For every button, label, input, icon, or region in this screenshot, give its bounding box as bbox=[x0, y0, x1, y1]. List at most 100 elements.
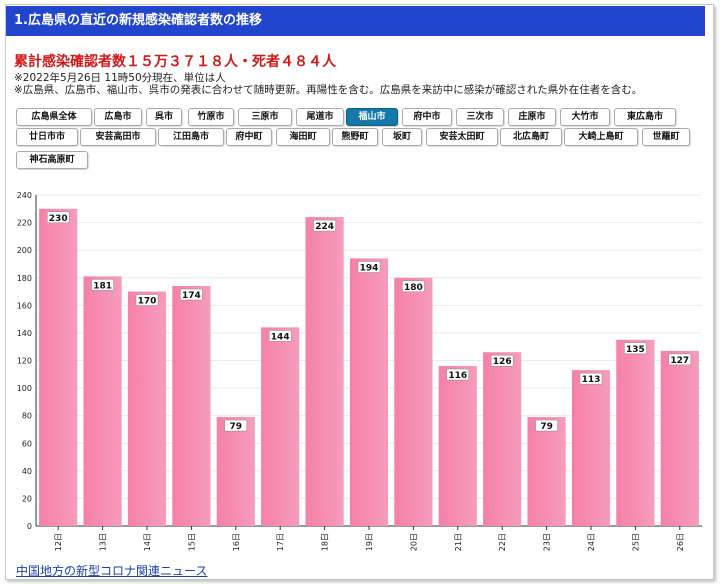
cumulative-total: 累計感染確認者数１５万３７１８人・死者４８４人 bbox=[14, 54, 336, 70]
data-label: 116 bbox=[448, 371, 467, 381]
data-label-box bbox=[180, 288, 203, 301]
area-button-15[interactable]: 府中町 bbox=[226, 128, 272, 146]
y-tick-label: 160 bbox=[17, 301, 32, 310]
area-button-18[interactable]: 坂町 bbox=[382, 128, 422, 146]
data-label-box bbox=[535, 419, 558, 432]
y-tick-label: 120 bbox=[17, 357, 32, 366]
data-label: 174 bbox=[182, 291, 201, 301]
y-tick-label: 60 bbox=[22, 439, 32, 448]
news-link[interactable]: 中国地方の新型コロナ関連ニュース bbox=[16, 564, 208, 578]
data-label: 79 bbox=[230, 422, 243, 432]
bar bbox=[261, 327, 300, 526]
area-button-5[interactable]: 尾道市 bbox=[296, 108, 344, 126]
data-label: 113 bbox=[582, 375, 601, 385]
area-button-16[interactable]: 海田町 bbox=[276, 128, 330, 146]
area-button-7[interactable]: 府中市 bbox=[402, 108, 452, 126]
bar bbox=[660, 350, 699, 526]
data-label-box bbox=[446, 368, 470, 381]
daily-cases-bar-chart: 0 20 40 60 80 100 120 140 160 180 200 220 240 230 181… bbox=[17, 191, 702, 551]
x-tick-label: 19日 bbox=[365, 533, 374, 551]
x-tick-label: 18日 bbox=[321, 533, 330, 551]
data-label-box bbox=[402, 280, 425, 292]
area-button-17[interactable]: 熊野町 bbox=[332, 128, 378, 146]
area-button-9[interactable]: 庄原市 bbox=[508, 108, 556, 126]
x-tick-label: 17日 bbox=[276, 533, 285, 551]
data-label-box bbox=[668, 353, 692, 366]
data-label-box bbox=[268, 330, 292, 342]
bar bbox=[216, 417, 255, 526]
bar bbox=[349, 258, 389, 526]
data-label-box bbox=[490, 354, 514, 367]
area-button-8[interactable]: 三次市 bbox=[456, 108, 504, 126]
data-label: 79 bbox=[540, 422, 553, 432]
x-tick-label: 23日 bbox=[543, 533, 552, 551]
data-label: 144 bbox=[271, 332, 290, 342]
area-button-2[interactable]: 呉市 bbox=[146, 108, 182, 126]
area-button-12[interactable]: 廿日市市 bbox=[16, 128, 78, 146]
data-label: 135 bbox=[626, 345, 645, 355]
data-label: 181 bbox=[93, 281, 112, 291]
data-label: 230 bbox=[49, 214, 68, 224]
data-label-box bbox=[135, 294, 159, 306]
area-button-0[interactable]: 広島県全体 bbox=[16, 108, 92, 126]
x-tick-label: 24日 bbox=[587, 533, 596, 551]
data-label-box bbox=[46, 211, 70, 224]
bar bbox=[483, 352, 522, 526]
x-tick-label: 22日 bbox=[498, 533, 507, 551]
area-button-13[interactable]: 安芸高田市 bbox=[80, 128, 156, 146]
x-tick-label: 16日 bbox=[232, 533, 241, 551]
x-tick-label: 21日 bbox=[454, 533, 463, 551]
data-label-box bbox=[624, 342, 647, 355]
area-button-23[interactable]: 神石高原町 bbox=[16, 151, 88, 169]
area-button-19[interactable]: 安芸太田町 bbox=[426, 128, 498, 146]
data-label: 126 bbox=[493, 357, 512, 367]
data-label-box bbox=[91, 279, 114, 291]
y-tick-label: 40 bbox=[22, 467, 32, 476]
y-tick-label: 100 bbox=[17, 384, 32, 393]
area-button-10[interactable]: 大竹市 bbox=[560, 108, 610, 126]
area-button-1[interactable]: 広島市 bbox=[94, 108, 142, 126]
bar bbox=[616, 339, 655, 526]
area-button-3[interactable]: 竹原市 bbox=[188, 108, 234, 126]
source-note: ※広島県、広島市、福山市、呉市の発表に合わせて随時更新。再陽性を含む。広島県を来… bbox=[14, 84, 643, 96]
section-header: 1.広島県の直近の新規感染確認者数の推移 bbox=[6, 6, 705, 36]
data-label: 224 bbox=[315, 222, 334, 232]
area-button-4[interactable]: 三原市 bbox=[238, 108, 292, 126]
update-note: ※2022年5月26日 11時50分現在、単位は人 bbox=[14, 72, 226, 84]
x-tick-label: 26日 bbox=[676, 533, 685, 551]
data-label-box bbox=[313, 219, 336, 232]
data-label-box bbox=[357, 261, 381, 273]
bar bbox=[39, 208, 78, 526]
bar bbox=[527, 417, 566, 526]
bar bbox=[571, 370, 611, 526]
data-label: 127 bbox=[670, 356, 689, 366]
data-label: 194 bbox=[360, 263, 379, 273]
y-tick-label: 140 bbox=[17, 329, 32, 338]
x-tick-label: 15日 bbox=[187, 533, 196, 551]
x-tick-label: 12日 bbox=[54, 533, 63, 551]
x-tick-label: 20日 bbox=[409, 533, 418, 551]
x-tick-label: 13日 bbox=[99, 533, 108, 551]
bar bbox=[83, 276, 122, 526]
area-button-22[interactable]: 世羅町 bbox=[642, 128, 690, 146]
data-label-box bbox=[224, 419, 248, 432]
area-button-6[interactable]: 福山市 bbox=[346, 108, 398, 126]
area-button-14[interactable]: 江田島市 bbox=[158, 128, 224, 146]
y-tick-label: 180 bbox=[17, 274, 32, 283]
y-tick-label: 80 bbox=[22, 412, 32, 421]
data-label: 170 bbox=[138, 297, 157, 307]
data-label-box bbox=[579, 372, 603, 385]
area-button-11[interactable]: 東広島市 bbox=[614, 108, 676, 126]
y-tick-label: 20 bbox=[22, 494, 32, 503]
bar bbox=[394, 277, 433, 526]
bar bbox=[438, 366, 477, 526]
y-tick-label: 220 bbox=[17, 219, 32, 228]
x-tick-label: 25日 bbox=[631, 533, 640, 551]
x-tick-label: 14日 bbox=[143, 533, 152, 551]
area-button-20[interactable]: 北広島町 bbox=[500, 128, 562, 146]
y-tick-label: 240 bbox=[17, 191, 32, 200]
data-label: 180 bbox=[404, 283, 423, 293]
y-tick-label: 200 bbox=[17, 246, 32, 255]
bar bbox=[305, 217, 344, 527]
area-button-21[interactable]: 大崎上島町 bbox=[564, 128, 638, 146]
